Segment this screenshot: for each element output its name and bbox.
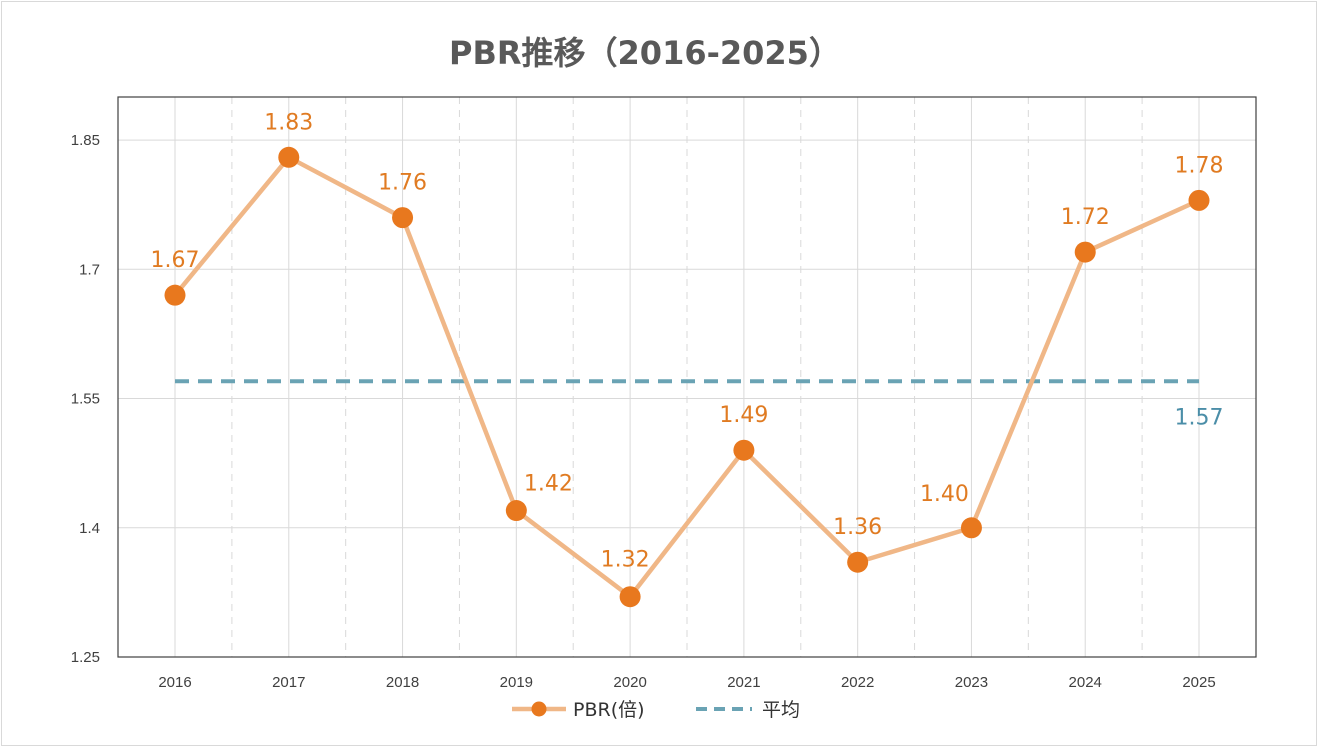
x-tick-label: 2022 <box>841 674 874 691</box>
x-tick-label: 2021 <box>727 674 760 691</box>
x-axis-ticks: 2016 2017 2018 2019 2020 2021 2022 2023 2024 2025 <box>158 674 1215 691</box>
x-tick-label: 2024 <box>1069 674 1102 691</box>
x-tick-label: 2016 <box>158 674 191 691</box>
y-axis-ticks: 1.25 1.4 1.55 1.7 1.85 <box>71 132 100 666</box>
pbr-data-label: 1.78 <box>1175 153 1224 178</box>
pbr-data-label: 1.72 <box>1061 205 1110 230</box>
pbr-line <box>173 155 1200 599</box>
pbr-marker <box>619 586 641 608</box>
y-tick-label: 1.25 <box>71 649 100 666</box>
y-tick-label: 1.4 <box>79 520 100 537</box>
plot-area <box>117 96 1257 658</box>
x-tick-label: 2020 <box>613 674 646 691</box>
x-tick-label: 2025 <box>1182 674 1215 691</box>
y-tick-label: 1.55 <box>71 391 100 408</box>
pbr-marker <box>1188 189 1210 211</box>
pbr-data-label: 1.40 <box>920 482 969 507</box>
y-tick-label: 1.7 <box>79 261 100 278</box>
pbr-marker <box>847 551 869 573</box>
pbr-data-label: 1.42 <box>524 472 573 497</box>
pbr-marker <box>960 517 982 539</box>
legend-average-label: 平均 <box>762 699 800 721</box>
pbr-data-label: 1.49 <box>719 403 768 428</box>
legend-pbr-label: PBR(倍) <box>573 699 645 721</box>
x-tick-label: 2017 <box>272 674 305 691</box>
x-tick-label: 2019 <box>500 674 533 691</box>
average-series: 1.57 <box>175 379 1224 430</box>
pbr-marker <box>278 146 300 168</box>
pbr-data-label: 1.32 <box>601 548 650 573</box>
chart-title: PBR推移（2016-2025） <box>449 34 841 72</box>
y-tick-label: 1.85 <box>71 132 100 149</box>
x-tick-label: 2023 <box>955 674 988 691</box>
pbr-marker <box>733 439 755 461</box>
pbr-data-label: 1.36 <box>833 515 882 540</box>
pbr-data-label: 1.76 <box>378 171 427 196</box>
pbr-series: 1.67 1.83 1.76 1.42 1.32 1.49 1.36 1.40 1.72 1.78 <box>151 110 1224 608</box>
pbr-marker <box>164 284 186 306</box>
legend: PBR(倍) 平均 <box>512 699 800 721</box>
pbr-marker <box>1074 241 1096 263</box>
pbr-data-label: 1.83 <box>264 110 313 135</box>
pbr-data-label: 1.67 <box>151 248 200 273</box>
legend-pbr-marker <box>531 701 547 717</box>
pbr-marker <box>392 207 414 229</box>
pbr-marker <box>505 500 527 522</box>
grid <box>118 97 1256 657</box>
x-tick-label: 2018 <box>386 674 419 691</box>
average-data-label: 1.57 <box>1175 405 1224 430</box>
